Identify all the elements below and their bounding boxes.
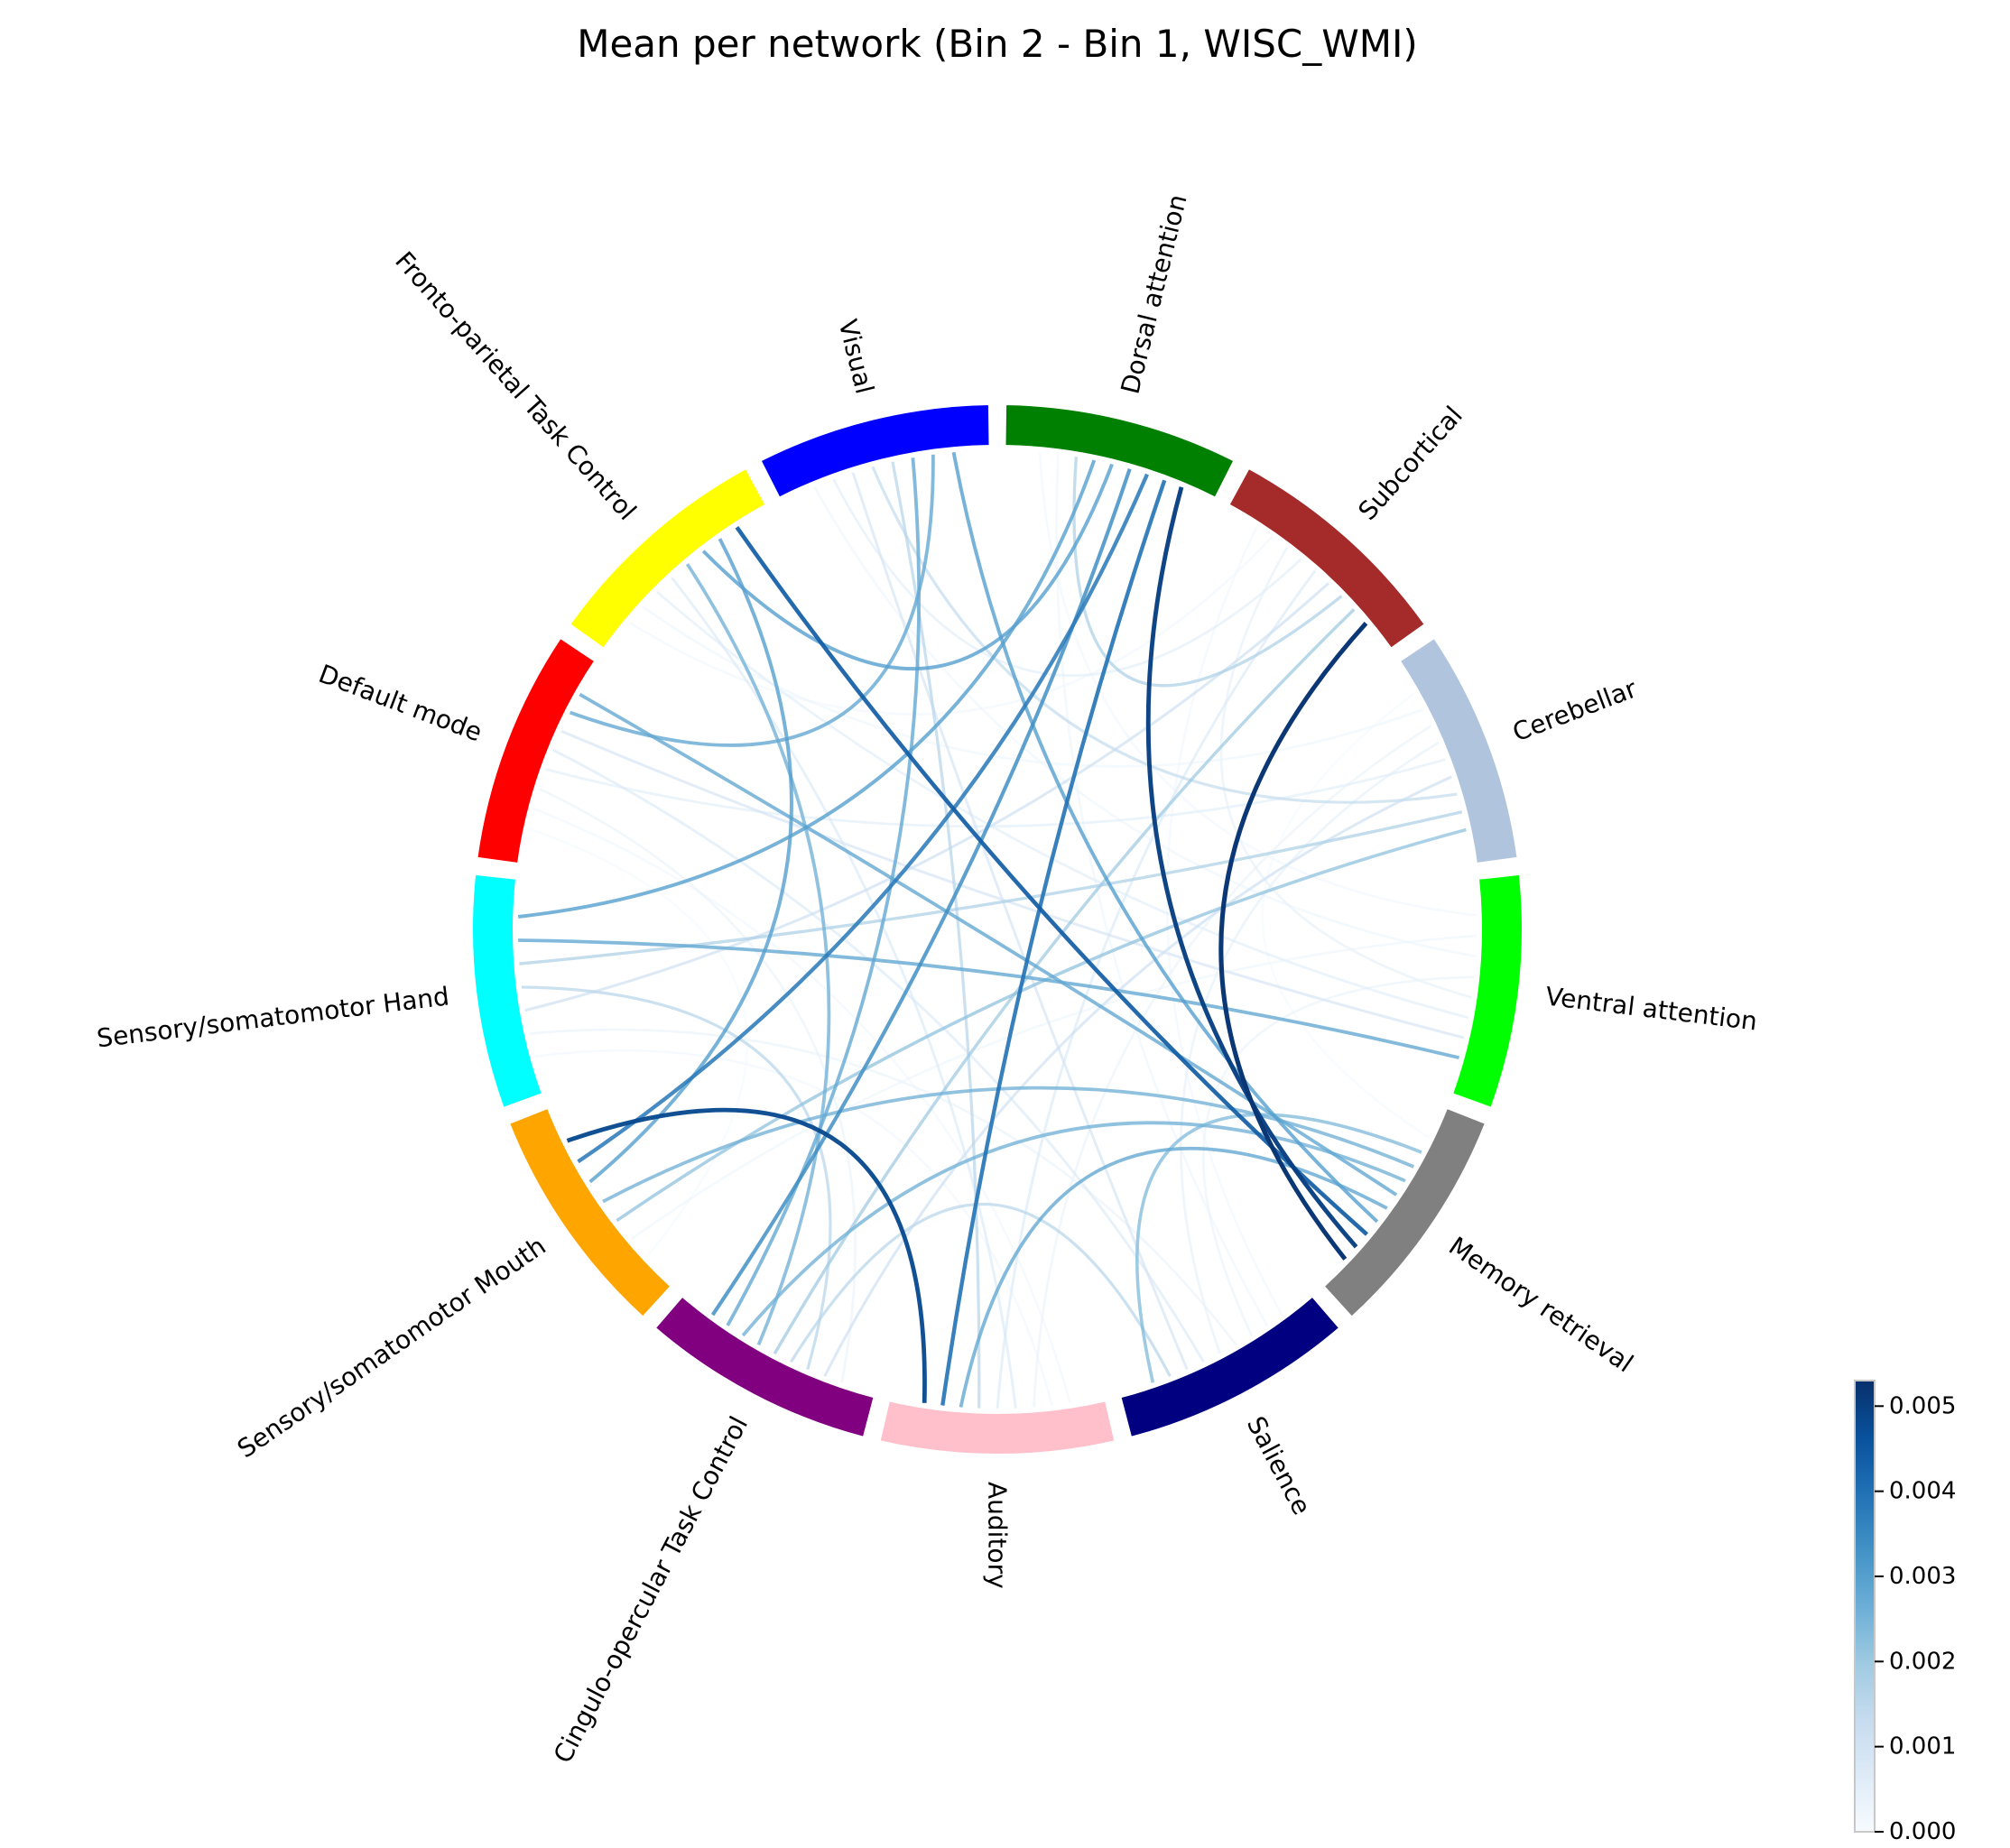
colorbar-tick-label: 0.002 [1889,1648,1956,1675]
network-arc-fronto-parietal-task-control [566,464,770,652]
chord-link-sensory-somatomotor-mouth-to-memory-retrieval [602,1086,1415,1204]
network-label-dorsal-attention: Dorsal attention [1115,191,1192,397]
chord-link-visual-to-default-mode [569,454,935,747]
chord-link-dorsal-attention-to-cingulo-opercular-task-control [710,468,1132,1317]
network-arc-default-mode [474,633,599,867]
chord-link-cerebellar-to-auditory [1033,725,1432,1408]
chord-link-dorsal-attention-to-fronto-parietal-task-control [701,463,1114,670]
chord-link-fronto-parietal-task-control-to-auditory [671,577,1017,1409]
chord-link-cerebellar-to-memory-retrieval [1261,692,1430,1139]
chord-link-cingulo-opercular-task-control-to-memory-retrieval [741,1121,1406,1337]
network-label-memory-retrieval: Memory retrieval [1443,1231,1638,1378]
chord-link-dorsal-attention-to-salience [1055,454,1269,1326]
chord-link-default-mode-to-auditory [533,807,1072,1404]
chord-link-fronto-parietal-task-control-to-subcortical [628,536,1274,716]
chord-link-ventral-attention-to-salience [1201,975,1475,1336]
network-label-sensory-somatomotor-hand: Sensory/somatomotor Hand [95,981,450,1053]
network-arc-subcortical [1225,464,1429,652]
chord-links [517,451,1477,1409]
network-label-sensory-somatomotor-mouth: Sensory/somatomotor Mouth [232,1231,551,1464]
chord-link-default-mode-to-ventral-attention [560,729,1465,1040]
network-label-salience: Salience [1241,1411,1317,1520]
network-arc-sensory-somatomotor-hand [469,871,546,1112]
network-arc-cingulo-opercular-task-control [651,1292,878,1441]
network-arc-salience [1116,1292,1344,1441]
chord-link-sensory-somatomotor-hand-to-ventral-attention [518,938,1460,1060]
colorbar-tick-label: 0.004 [1889,1478,1956,1505]
chord-link-visual-to-cerebellar [871,466,1458,804]
colorbar-tick-label: 0.005 [1889,1392,1956,1419]
colorbar-tick-label: 0.001 [1889,1733,1956,1760]
network-arc-cerebellar [1395,633,1521,867]
chord-link-dorsal-attention-to-memory-retrieval [1145,486,1358,1249]
chord-link-visual-to-ventral-attention [812,485,1477,958]
chord-link-sensory-somatomotor-hand-to-cerebellar [519,810,1463,966]
network-label-visual: Visual [832,317,879,397]
chord-link-fronto-parietal-task-control-to-ventral-attention [656,590,1469,1020]
network-arc-memory-retrieval [1320,1104,1489,1321]
chord-link-subcortical-to-auditory [996,569,1317,1409]
network-label-subcortical: Subcortical [1352,401,1468,526]
chord-link-visual-to-memory-retrieval [951,451,1379,1224]
chord-link-sensory-somatomotor-hand-to-salience [529,1028,1237,1346]
chord-link-default-mode-to-cingulo-opercular-task-control [538,787,857,1383]
network-label-default-mode: Default mode [315,659,486,747]
chord-link-dorsal-attention-to-sensory-somatomotor-hand [517,459,1097,919]
network-label-ventral-attention: Ventral attention [1544,981,1759,1036]
colorbar-tick-label: 0.000 [1889,1818,1956,1845]
network-arcs [469,402,1525,1457]
chord-link-visual-to-subcortical [832,478,1302,677]
colorbar: 0.000 0.001 0.002 0.003 0.004 0.005 [1854,1380,1956,1845]
colorbar-gradient [1854,1380,1876,1833]
network-label-fronto-parietal-task-control: Fronto-parietal Task Control [389,245,642,525]
chord-link-fronto-parietal-task-control-to-sensory-somatomotor-mouth [588,538,793,1184]
network-arc-dorsal-attention [1002,402,1238,502]
chord-link-sensory-somatomotor-mouth-to-ventral-attention [630,934,1477,1241]
chord-link-salience-to-memory-retrieval [1135,1113,1422,1383]
network-arc-auditory [875,1397,1118,1457]
chord-link-dorsal-attention-to-ventral-attention [1038,452,1477,917]
chord-link-subcortical-to-ventral-attention [1219,547,1472,999]
chord-link-default-mode-to-salience [552,748,1205,1363]
chord-link-visual-to-salience [851,472,1189,1371]
colorbar-tick-label: 0.003 [1889,1563,1956,1590]
chord-link-cingulo-opercular-task-control-to-salience [790,1202,1172,1378]
chord-link-dorsal-attention-to-sensory-somatomotor-mouth [577,473,1149,1164]
network-arc-sensory-somatomotor-mouth [505,1104,675,1321]
chord-link-subcortical-to-memory-retrieval [1218,622,1368,1261]
chord-link-sensory-somatomotor-mouth-to-auditory [566,1107,927,1403]
chord-link-sensory-somatomotor-hand-to-cingulo-opercular-task-control [521,985,832,1371]
chord-link-auditory-to-memory-retrieval [959,1146,1388,1408]
network-arc-visual [756,402,993,502]
network-label-cerebellar: Cerebellar [1508,673,1641,747]
chart-title: Mean per network (Bin 2 - Bin 1, WISC_WM… [577,22,1418,66]
chord-link-cingulo-opercular-task-control-to-cerebellar [823,775,1452,1377]
network-label-cingulo-opercular-task-control: Cingulo-opercular Task Control [548,1411,754,1768]
colorbar-ticks: 0.000 0.001 0.002 0.003 0.004 0.005 [1875,1392,1956,1845]
chord-link-dorsal-attention-to-auditory [940,479,1167,1406]
network-label-auditory: Auditory [983,1482,1013,1589]
chord-link-default-mode-to-cerebellar [545,758,1446,828]
chord-link-fronto-parietal-task-control-to-cingulo-opercular-task-control [685,563,831,1346]
chord-link-subcortical-to-salience [1165,526,1283,1316]
network-arc-ventral-attention [1449,871,1525,1112]
chord-link-sensory-somatomotor-hand-to-auditory [534,1049,1053,1406]
chord-link-fronto-parietal-task-control-to-memory-retrieval [735,525,1369,1236]
chord-link-dorsal-attention-to-subcortical [1072,457,1343,688]
